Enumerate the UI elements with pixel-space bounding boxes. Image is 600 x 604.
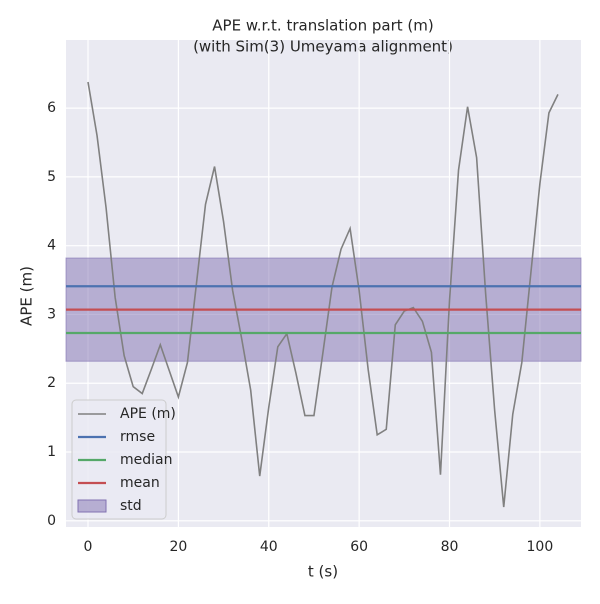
x-tick-label: 20 bbox=[169, 539, 187, 555]
y-tick-label: 1 bbox=[47, 444, 56, 460]
y-tick-label: 4 bbox=[47, 238, 56, 254]
y-tick-label: 2 bbox=[47, 375, 56, 391]
legend: APE (m) rmse median mean std bbox=[71, 399, 176, 520]
legend-box bbox=[71, 399, 167, 520]
x-tick-label: 0 bbox=[84, 539, 93, 555]
legend-label: mean bbox=[120, 475, 160, 491]
y-axis-label: APE (m) bbox=[18, 266, 36, 326]
x-tick-label: 100 bbox=[527, 539, 554, 555]
x-axis-label: t (s) bbox=[308, 563, 338, 581]
data-line bbox=[87, 81, 559, 508]
legend-swatch bbox=[77, 499, 107, 513]
x-tick-label: 60 bbox=[350, 539, 368, 555]
y-tick-label: 5 bbox=[47, 169, 56, 185]
legend-label: rmse bbox=[120, 429, 155, 445]
x-tick-label: 40 bbox=[260, 539, 278, 555]
y-tick-label: 3 bbox=[47, 306, 56, 322]
chart-title: APE w.r.t. translation part (m) bbox=[212, 17, 433, 35]
chart-subtitle: (with Sim(3) Umeyama alignment) bbox=[193, 38, 453, 56]
y-tick-label: 0 bbox=[47, 513, 56, 529]
legend-label: APE (m) bbox=[120, 406, 176, 422]
legend-label: median bbox=[120, 452, 172, 468]
legend-label: std bbox=[120, 498, 142, 514]
y-tick-label: 6 bbox=[47, 100, 56, 116]
x-tick-label: 80 bbox=[441, 539, 459, 555]
